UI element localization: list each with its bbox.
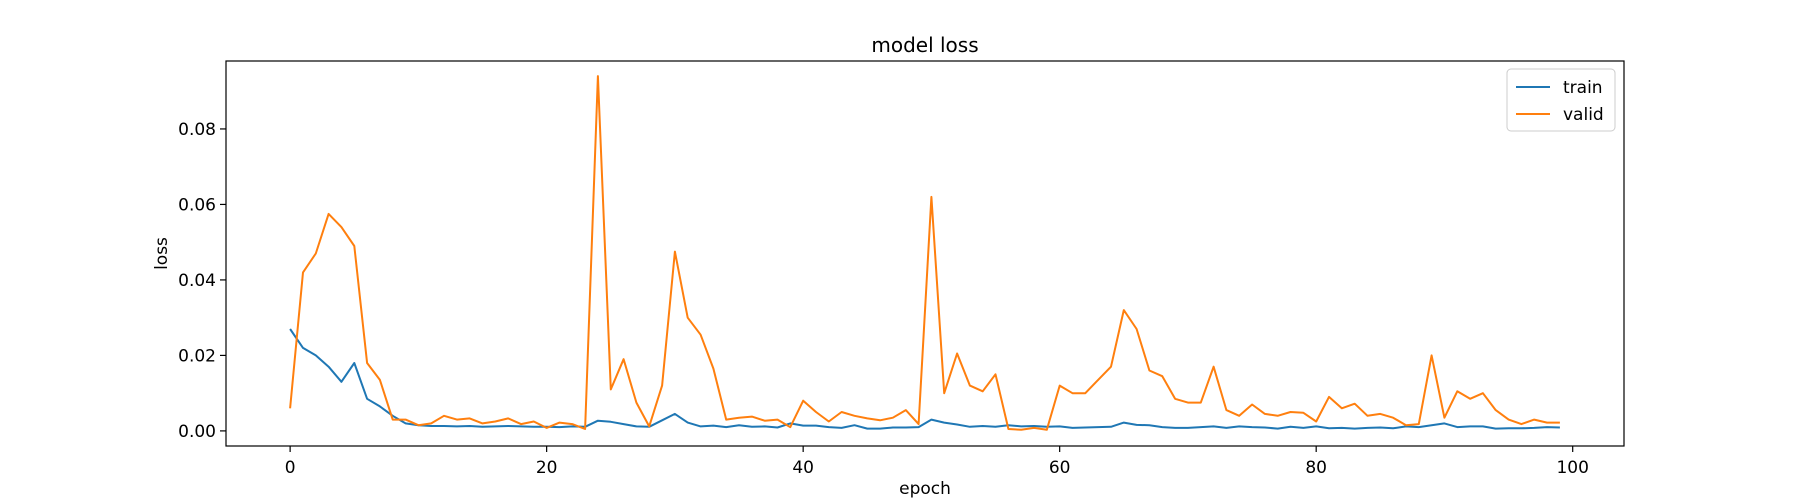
y-tick-label: 0.00 — [178, 422, 216, 442]
legend-label-train: train — [1563, 78, 1603, 98]
y-axis-ticks: 0.00 0.02 0.04 0.06 0.08 — [178, 120, 226, 442]
x-tick-label: 20 — [536, 458, 558, 478]
plot-frame — [225, 60, 1625, 447]
x-tick-label: 40 — [792, 458, 814, 478]
x-axis-label: epoch — [899, 479, 951, 499]
y-tick-label: 0.02 — [178, 346, 216, 366]
y-axis-label: loss — [152, 237, 172, 270]
series-layer — [289, 75, 1560, 431]
chart-title: model loss — [871, 33, 978, 57]
legend: train valid — [1506, 68, 1616, 132]
legend-label-valid: valid — [1563, 105, 1604, 125]
y-tick-label: 0.04 — [178, 271, 216, 291]
x-tick-label: 100 — [1556, 458, 1588, 478]
x-tick-label: 0 — [285, 458, 296, 478]
legend-box — [1506, 68, 1616, 132]
legend-entries: train valid — [1516, 78, 1604, 125]
y-tick-label: 0.06 — [178, 195, 216, 215]
series-line-valid — [289, 75, 1560, 431]
y-tick-label: 0.08 — [178, 120, 216, 140]
x-tick-label: 60 — [1049, 458, 1071, 478]
x-axis-ticks: 0 20 40 60 80 100 — [285, 446, 1589, 478]
series-line-train — [289, 328, 1560, 430]
x-tick-label: 80 — [1305, 458, 1327, 478]
plot-area — [225, 60, 1625, 447]
